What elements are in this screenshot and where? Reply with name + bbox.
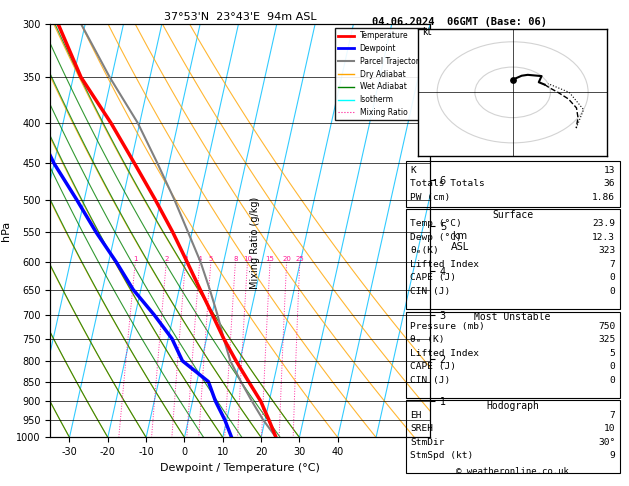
Text: K: K	[410, 166, 416, 174]
Text: Totals Totals: Totals Totals	[410, 179, 485, 188]
Text: kt: kt	[422, 28, 431, 37]
Text: 8: 8	[233, 256, 238, 262]
Text: CIN (J): CIN (J)	[410, 287, 450, 296]
Text: Surface: Surface	[492, 210, 533, 220]
Text: θₑ(K): θₑ(K)	[410, 246, 439, 255]
X-axis label: Dewpoint / Temperature (°C): Dewpoint / Temperature (°C)	[160, 463, 320, 473]
Text: EH: EH	[410, 411, 421, 419]
Text: 36: 36	[604, 179, 615, 188]
Text: 23.9: 23.9	[592, 219, 615, 228]
Text: Lifted Index: Lifted Index	[410, 349, 479, 358]
Text: 30°: 30°	[598, 438, 615, 447]
Text: 9: 9	[610, 451, 615, 460]
Text: 13: 13	[604, 166, 615, 174]
Text: 0: 0	[610, 363, 615, 371]
Text: 1: 1	[133, 256, 138, 262]
Text: PW (cm): PW (cm)	[410, 193, 450, 202]
Y-axis label: hPa: hPa	[1, 221, 11, 241]
Text: CAPE (J): CAPE (J)	[410, 363, 456, 371]
Text: 15: 15	[265, 256, 274, 262]
Legend: Temperature, Dewpoint, Parcel Trajectory, Dry Adiabat, Wet Adiabat, Isotherm, Mi: Temperature, Dewpoint, Parcel Trajectory…	[335, 28, 426, 120]
Text: Lifted Index: Lifted Index	[410, 260, 479, 269]
Point	[508, 76, 518, 84]
Text: Mixing Ratio (g/kg): Mixing Ratio (g/kg)	[250, 197, 260, 289]
Text: StmDir: StmDir	[410, 438, 445, 447]
Text: 10: 10	[604, 424, 615, 433]
Text: 0: 0	[610, 274, 615, 282]
Text: Pressure (mb): Pressure (mb)	[410, 322, 485, 330]
Text: θₑ (K): θₑ (K)	[410, 335, 445, 344]
Text: 0: 0	[610, 287, 615, 296]
Text: 0: 0	[610, 376, 615, 385]
Text: LCL: LCL	[438, 75, 453, 85]
Text: 750: 750	[598, 322, 615, 330]
Text: 4: 4	[198, 256, 202, 262]
Text: 04.06.2024  06GMT (Base: 06): 04.06.2024 06GMT (Base: 06)	[372, 17, 547, 27]
Text: 5: 5	[610, 349, 615, 358]
Title: 37°53'N  23°43'E  94m ASL: 37°53'N 23°43'E 94m ASL	[164, 12, 316, 22]
Text: 7: 7	[610, 260, 615, 269]
Text: 12.3: 12.3	[592, 233, 615, 242]
Text: 1.86: 1.86	[592, 193, 615, 202]
Text: 10: 10	[243, 256, 252, 262]
Text: 325: 325	[598, 335, 615, 344]
Text: © weatheronline.co.uk: © weatheronline.co.uk	[456, 467, 569, 476]
Text: Most Unstable: Most Unstable	[474, 312, 551, 322]
Text: Dewp (°C): Dewp (°C)	[410, 233, 462, 242]
Text: 323: 323	[598, 246, 615, 255]
Text: 3: 3	[183, 256, 187, 262]
Y-axis label: km
ASL: km ASL	[451, 231, 469, 252]
Text: 5: 5	[209, 256, 213, 262]
Text: CAPE (J): CAPE (J)	[410, 274, 456, 282]
Text: 7: 7	[610, 411, 615, 419]
Text: Hodograph: Hodograph	[486, 401, 539, 411]
Text: SREH: SREH	[410, 424, 433, 433]
Text: StmSpd (kt): StmSpd (kt)	[410, 451, 474, 460]
Text: 25: 25	[296, 256, 304, 262]
Text: 2: 2	[164, 256, 169, 262]
Text: 20: 20	[282, 256, 291, 262]
Text: Temp (°C): Temp (°C)	[410, 219, 462, 228]
Text: CIN (J): CIN (J)	[410, 376, 450, 385]
